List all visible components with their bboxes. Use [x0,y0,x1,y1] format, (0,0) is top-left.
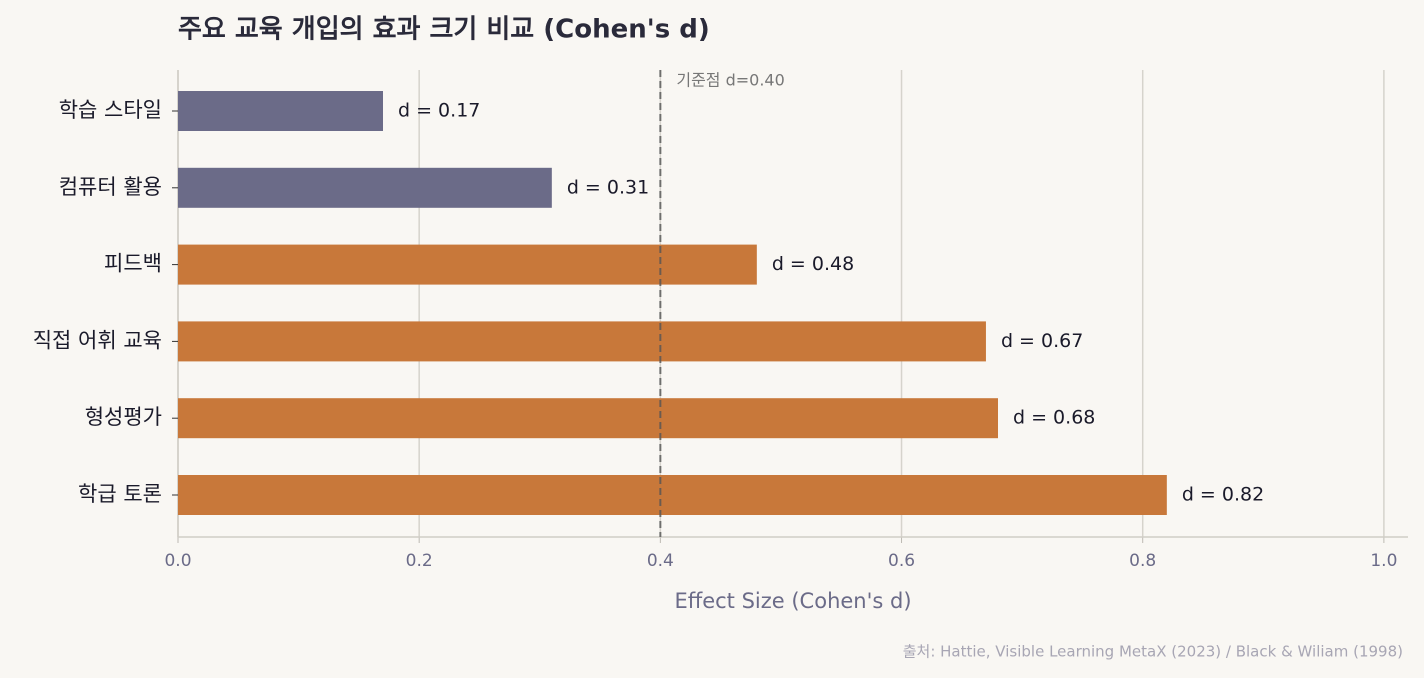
value-label: d = 0.68 [1013,407,1095,429]
x-tick-label: 1.0 [1370,551,1397,571]
value-label: d = 0.67 [1001,330,1083,352]
x-tick-label: 0.4 [647,551,674,571]
bar [178,91,383,131]
source-note: 출처: Hattie, Visible Learning MetaX (2023… [903,643,1403,661]
x-tick-label: 0.2 [406,551,433,571]
value-label: d = 0.17 [398,100,480,122]
value-label: d = 0.31 [567,176,649,198]
bar [178,398,998,439]
value-label: d = 0.48 [772,253,854,275]
bar [178,244,757,285]
y-tick-label: 컴퓨터 활용 [59,175,162,199]
reference-label: 기준점 d=0.40 [676,71,784,90]
y-tick-label: 피드백 [104,252,162,276]
x-tick-label: 0.6 [888,551,915,571]
x-tick-label: 0.0 [164,551,191,571]
y-tick-label: 형성평가 [85,405,162,429]
chart-title: 주요 교육 개입의 효과 크기 비교 (Cohen's d) [178,15,710,45]
y-tick-label: 직접 어휘 교육 [33,328,162,352]
x-axis-label: Effect Size (Cohen's d) [674,589,911,613]
bar [178,167,552,208]
value-label: d = 0.82 [1182,484,1264,506]
x-tick-label: 0.8 [1129,551,1156,571]
bar [178,475,1167,515]
bar [178,321,986,362]
y-tick-label: 학급 토론 [78,482,162,506]
y-tick-label: 학습 스타일 [59,98,162,122]
